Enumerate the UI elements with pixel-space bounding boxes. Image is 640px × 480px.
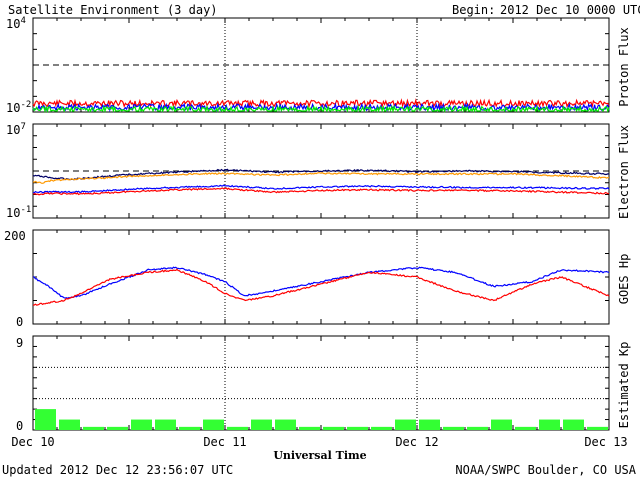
electron-series-blue <box>32 184 610 194</box>
kp-ytick-bottom: 0 <box>16 419 23 433</box>
kp-bar <box>203 419 224 430</box>
kp-bar <box>155 419 176 430</box>
electron-ytick-top: 107 <box>6 122 26 137</box>
kp-bar <box>131 419 152 430</box>
proton-frame <box>32 17 610 113</box>
goes-hp-panel <box>32 229 610 325</box>
kp-bar <box>515 426 536 430</box>
kp-bar <box>539 419 560 430</box>
x-tick-dec12: Dec 12 <box>395 435 438 449</box>
kp-bar <box>299 426 320 430</box>
chart-title: Satellite Environment (3 day) <box>8 3 218 17</box>
hp-series-red <box>32 268 610 306</box>
proton-flux-panel <box>32 17 610 114</box>
proton-flux-label: Proton Flux <box>617 27 631 106</box>
x-axis-label: Universal Time <box>273 449 366 462</box>
kp-bar <box>371 426 392 430</box>
electron-series-navy <box>32 168 609 181</box>
proton-ytick-top: 104 <box>6 16 26 31</box>
kp-bar <box>83 426 104 430</box>
kp-bar <box>179 426 200 430</box>
electron-flux-label: Electron Flux <box>617 125 631 219</box>
x-tick-dec11: Dec 11 <box>203 435 246 449</box>
kp-bar <box>467 426 488 430</box>
updated-timestamp: Updated 2012 Dec 12 23:56:07 UTC <box>2 463 233 477</box>
kp-ytick-top: 9 <box>16 336 23 350</box>
kp-bar <box>419 419 440 430</box>
kp-frame <box>32 335 610 431</box>
kp-bar <box>35 409 56 430</box>
electron-ytick-bottom: 10-1 <box>6 205 31 220</box>
kp-bar <box>563 419 584 430</box>
kp-bar <box>443 426 464 430</box>
kp-bar <box>323 426 344 430</box>
kp-bar <box>491 419 512 430</box>
credit-text: NOAA/SWPC Boulder, CO USA <box>455 463 636 477</box>
estimated-kp-panel <box>32 335 610 431</box>
x-tick-dec10: Dec 10 <box>11 435 54 449</box>
kp-bar <box>107 426 128 430</box>
begin-value: 2012 Dec 10 0000 UTC <box>500 3 640 17</box>
kp-bar <box>347 426 368 430</box>
kp-bar <box>59 419 80 430</box>
kp-bar <box>395 419 416 430</box>
kp-bar <box>251 419 272 430</box>
hp-ytick-top: 200 <box>4 229 26 243</box>
goes-hp-label: GOES Hp <box>617 254 631 305</box>
kp-bar <box>227 426 248 430</box>
kp-bar <box>275 419 296 430</box>
estimated-kp-label: Estimated Kp <box>617 342 631 429</box>
begin-label: Begin: <box>452 3 495 17</box>
x-tick-dec13: Dec 13 <box>584 435 627 449</box>
hp-ytick-bottom: 0 <box>16 315 23 329</box>
proton-ytick-bottom: 10-2 <box>6 100 31 115</box>
electron-series-orange <box>32 172 610 184</box>
hp-series-blue <box>32 266 610 299</box>
electron-flux-panel <box>32 123 610 219</box>
kp-bar <box>587 426 608 430</box>
proton-series-green <box>32 104 610 114</box>
electron-series-red <box>32 187 610 196</box>
